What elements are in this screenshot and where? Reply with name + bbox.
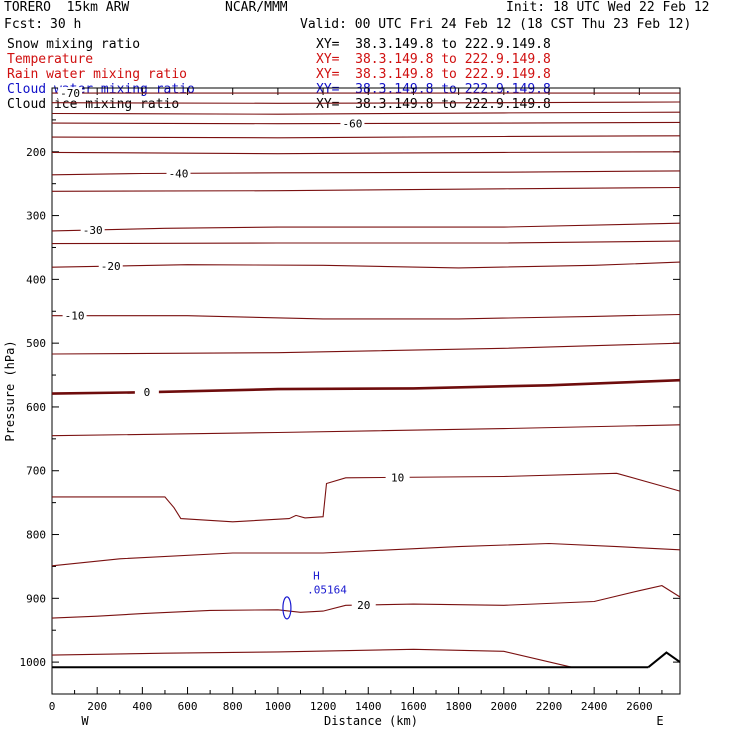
- isotherm-label: 20: [357, 599, 370, 612]
- y-tick-label: 600: [26, 401, 46, 414]
- y-tick-label: 400: [26, 273, 46, 286]
- legend-entry-xy: XY= 38.3.149.8 to 222.9.149.8: [316, 52, 551, 67]
- center-name: NCAR/MMM: [225, 0, 288, 15]
- isotherm-line: [51, 101, 681, 104]
- isotherm-label: -30: [83, 224, 103, 237]
- x-tick-label: 400: [132, 700, 152, 713]
- y-tick-label: 300: [26, 210, 46, 223]
- isotherm-label-bg: [134, 386, 159, 399]
- isotherm-line: [51, 378, 681, 395]
- isotherm-label: -60: [343, 118, 363, 131]
- legend-entry-xy: XY= 38.3.149.8 to 222.9.149.8: [316, 97, 551, 112]
- x-tick-label: 2000: [491, 700, 518, 713]
- forecast-label: Fcst:: [4, 17, 44, 32]
- legend-entry-name: Rain water mixing ratio: [7, 67, 188, 82]
- legend-entry-xy: XY= 38.3.149.8 to 222.9.149.8: [316, 67, 551, 82]
- init-time: Init: 18 UTC Wed 22 Feb 12: [506, 0, 710, 15]
- isotherm-line: [51, 121, 681, 125]
- isotherm-line: [51, 111, 681, 115]
- isotherm-line: [51, 170, 681, 176]
- isotherm-line: [52, 313, 681, 320]
- y-tick-label: 700: [26, 465, 46, 478]
- y-tick-label: 200: [26, 146, 46, 159]
- x-tick-label: 1600: [400, 700, 427, 713]
- y-tick-label: 900: [26, 592, 46, 605]
- plot-frame: [51, 87, 681, 695]
- x-tick-label: 1400: [355, 700, 382, 713]
- isotherm-line: [51, 151, 681, 155]
- isotherm-label-bg: [80, 223, 105, 236]
- y-axis-title: Pressure (hPa): [3, 340, 17, 441]
- cloud-water-max-label: H: [313, 570, 320, 583]
- isotherm-label-bg: [98, 260, 123, 273]
- isotherm-line: [51, 261, 681, 269]
- isotherm-label: -70: [60, 87, 80, 100]
- isotherm-label: -10: [65, 310, 85, 323]
- x-axis-title: Distance (km): [324, 714, 418, 728]
- x-tick-label: 800: [223, 700, 243, 713]
- x-tick-label: 1200: [310, 700, 337, 713]
- isotherm-label: -40: [169, 167, 189, 180]
- isotherm-label: 10: [391, 471, 404, 484]
- x-tick-label: 200: [87, 700, 107, 713]
- isotherm-label-bg: [351, 598, 376, 611]
- isotherm-line: [51, 542, 681, 567]
- y-tick-label: 500: [26, 337, 46, 350]
- legend-entry-name: Snow mixing ratio: [7, 37, 141, 52]
- isotherm-line: [51, 240, 681, 245]
- isotherm-line: [51, 585, 681, 619]
- legend-entry-xy: XY= 38.3.149.8 to 222.9.149.8: [316, 37, 551, 52]
- x-tick-label: 2200: [536, 700, 563, 713]
- cloud-water-contour: [282, 596, 292, 620]
- x-tick-label: 0: [49, 700, 56, 713]
- x-tick-label: 2400: [581, 700, 608, 713]
- y-tick-label: 800: [26, 529, 46, 542]
- isotherm-line: [51, 135, 681, 139]
- terrain-line: [647, 651, 681, 668]
- isotherm-line: [52, 472, 681, 523]
- forecast-hours: 30 h: [50, 17, 82, 32]
- legend-entry-name: Cloud ice mixing ratio: [7, 97, 180, 112]
- isotherm-label: -20: [101, 260, 121, 273]
- isotherm-line: [51, 222, 681, 232]
- x-tick-label: 1000: [265, 700, 292, 713]
- isotherm-line: [51, 186, 681, 192]
- east-label: E: [656, 714, 663, 728]
- isotherm-line: [51, 648, 572, 668]
- west-label: W: [81, 714, 89, 728]
- isotherm-label: 0: [144, 386, 151, 399]
- x-tick-label: 2600: [626, 700, 653, 713]
- legend-entry-name: Temperature: [7, 52, 94, 67]
- isotherm-label-bg: [385, 471, 410, 484]
- y-tick-label: 1000: [20, 656, 47, 669]
- valid-time: Valid: 00 UTC Fri 24 Feb 12 (18 CST Thu …: [300, 17, 692, 32]
- model-title: TORERO 15km ARW: [4, 0, 130, 15]
- isotherm-label-bg: [340, 117, 365, 130]
- cloud-water-max-value: .05164: [307, 584, 347, 597]
- x-tick-label: 600: [178, 700, 198, 713]
- isotherm-label-bg: [62, 309, 87, 322]
- isotherm-label-bg: [166, 167, 191, 180]
- isotherm-line: [51, 424, 681, 437]
- isotherm-line: [51, 342, 681, 355]
- x-tick-label: 1800: [445, 700, 472, 713]
- isotherm-label-bg: [58, 87, 83, 100]
